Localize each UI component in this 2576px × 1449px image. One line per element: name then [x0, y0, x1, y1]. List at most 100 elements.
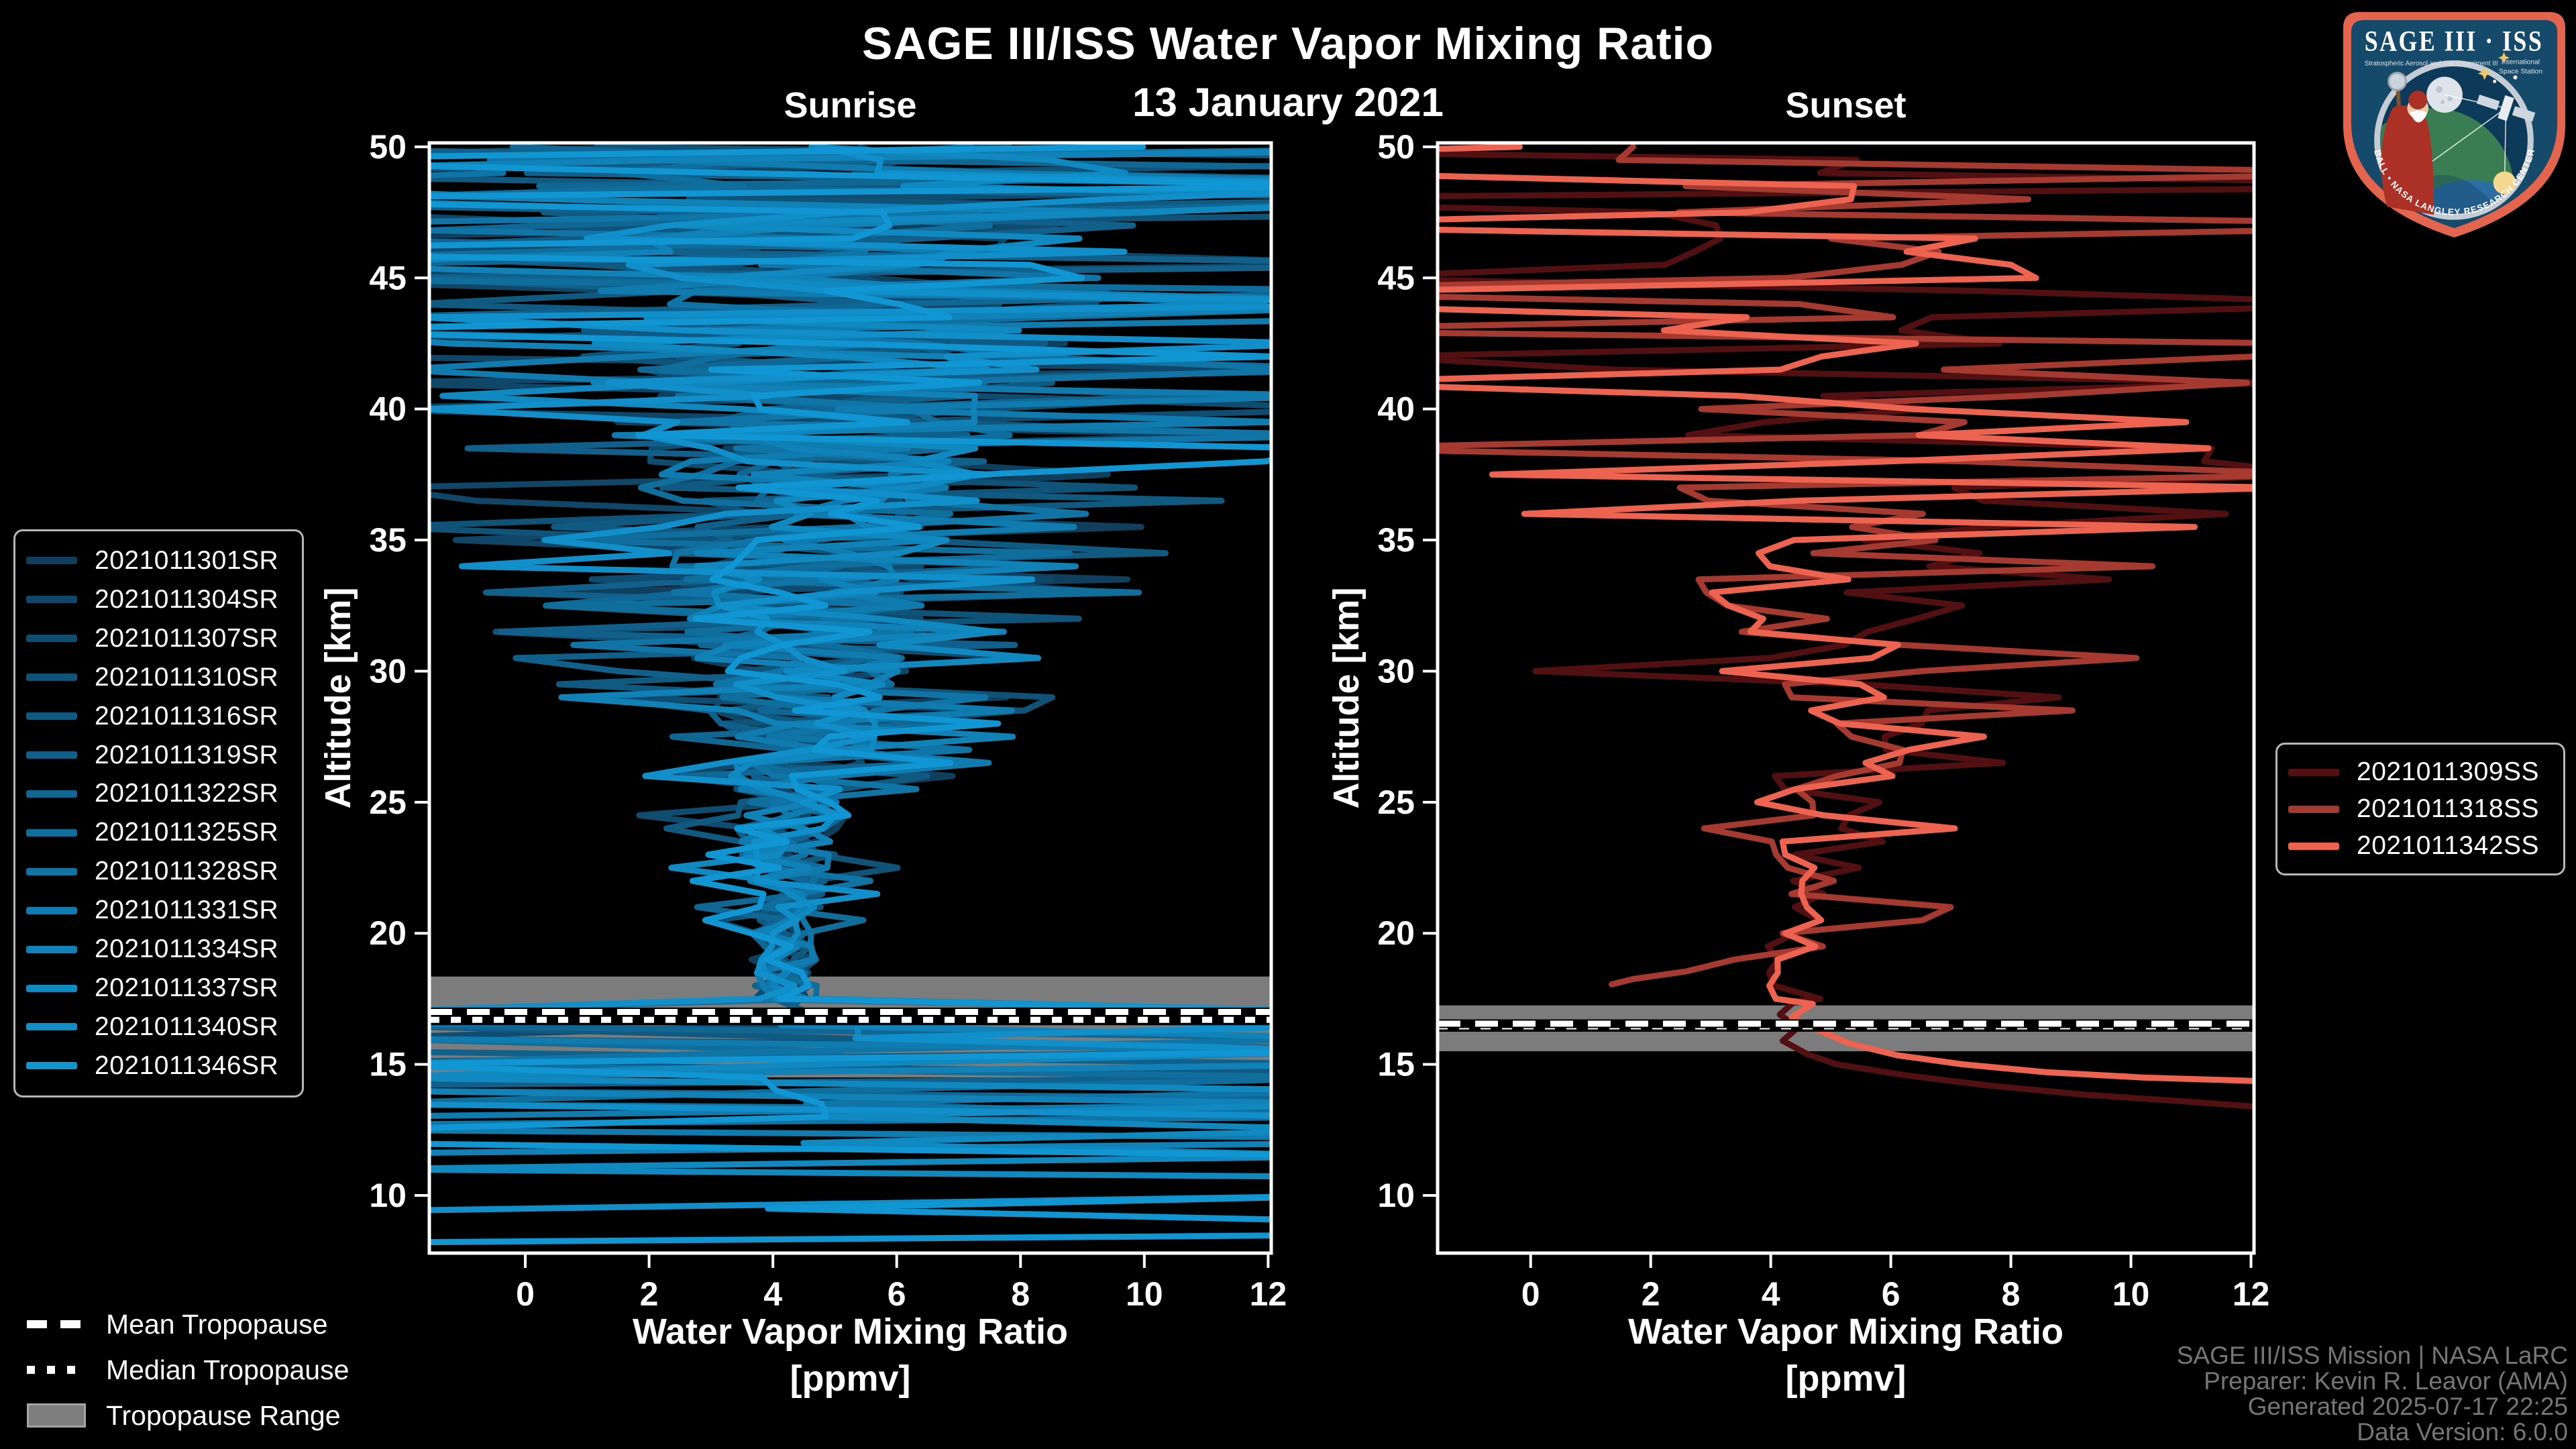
- moon-crater: [2440, 100, 2445, 105]
- legend-item: 2021011331SR: [26, 896, 295, 925]
- legend-line-swatch: [26, 906, 77, 914]
- legend-item: 2021011301SR: [26, 546, 295, 576]
- y-tick-label: 15: [1377, 1046, 1415, 1083]
- x-tick-label: 12: [2233, 1275, 2270, 1313]
- date-label: 13 January 2021: [1132, 80, 1444, 125]
- x-tick-label: 4: [763, 1275, 782, 1313]
- moon-crater: [2447, 96, 2453, 102]
- y-tick-label: 30: [1377, 652, 1415, 690]
- mean-tropopause-line-swatch: [27, 1320, 86, 1328]
- y-tick-label: 45: [1377, 259, 1415, 297]
- legend-item: 2021011304SR: [26, 585, 295, 614]
- legend-line-swatch: [26, 984, 77, 992]
- y-tick-label: 50: [369, 128, 407, 166]
- legend-item: 2021011325SR: [26, 818, 295, 847]
- legend-line-swatch: [26, 712, 77, 720]
- stars: [2477, 52, 2518, 83]
- x-tick-label: 8: [2002, 1275, 2021, 1313]
- logo-title: SAGE III · ISS: [2365, 25, 2543, 58]
- legend-item: 2021011319SR: [26, 741, 295, 770]
- legend-line-swatch: [26, 557, 77, 565]
- tropopause-legend-item-median: Median Tropopause: [27, 1354, 350, 1385]
- legend-label: 2021011322SR: [95, 779, 279, 808]
- legend-label: 2021011310SR: [95, 662, 279, 692]
- legend-item: 2021011337SR: [26, 973, 295, 1003]
- mean-tropopause-label: Mean Tropopause: [106, 1308, 328, 1340]
- x-tick-label: 2: [1642, 1275, 1660, 1313]
- median-tropopause-line-swatch: [27, 1366, 86, 1374]
- legend-line-swatch: [2288, 842, 2339, 850]
- y-tick-label: 40: [1377, 390, 1415, 428]
- x-tick-label: 0: [1521, 1275, 1540, 1313]
- footer-line-generated: Generated 2025-07-17 22:25: [2247, 1393, 2568, 1420]
- x-tick-label: 0: [516, 1275, 535, 1313]
- x-axis-units: [ppmv]: [790, 1358, 911, 1399]
- legend-line-swatch: [26, 635, 77, 643]
- legend-item: 2021011342SS: [2288, 831, 2557, 861]
- y-tick-label: 25: [1377, 784, 1415, 821]
- profile-2021011346SR: [429, 144, 1271, 1246]
- footer-line-version: Data Version: 6.0.0: [2357, 1418, 2568, 1446]
- footer-credits: SAGE III/ISS Mission | NASA LaRC Prepare…: [2177, 1343, 2568, 1445]
- y-axis-title: Altitude [km]: [1326, 588, 1366, 809]
- x-tick-label: 6: [1882, 1275, 1900, 1313]
- page-title: SAGE III/ISS Water Vapor Mixing Ratio: [861, 18, 1715, 69]
- legend-label: 2021011301SR: [95, 545, 279, 575]
- sunset-profiles: [1438, 144, 2254, 1110]
- legend-item: 2021011334SR: [26, 934, 295, 964]
- y-tick-label: 45: [369, 259, 407, 297]
- legend-line-swatch: [2288, 805, 2339, 813]
- x-tick-label: 12: [1250, 1275, 1287, 1313]
- legend-label: 2021011309SS: [2357, 757, 2540, 786]
- median-tropopause-label: Median Tropopause: [106, 1354, 350, 1385]
- legend-item: 2021011340SR: [26, 1012, 295, 1042]
- y-tick-label: 40: [369, 390, 407, 428]
- legend-label: 2021011328SR: [95, 857, 279, 886]
- legend-label: 2021011331SR: [95, 896, 279, 925]
- x-tick-label: 10: [2112, 1275, 2150, 1313]
- moon-icon: [2426, 76, 2463, 113]
- footer-line-preparer: Preparer: Kevin R. Leavor (AMA): [2204, 1367, 2568, 1395]
- y-tick-label: 20: [1377, 914, 1415, 952]
- y-tick-label: 20: [369, 914, 407, 952]
- y-tick-label: 35: [1377, 521, 1415, 559]
- panel-sunset: 0 2 4 6 8 10 12 10 15 20 25 30 35 40 45 50 Water Vapor M…: [1326, 128, 2270, 1399]
- legend-line-swatch: [26, 945, 77, 953]
- legend-label: 2021011318SS: [2357, 794, 2540, 823]
- footer-line-mission: SAGE III/ISS Mission | NASA LaRC: [2176, 1342, 2568, 1369]
- plot-frame: [427, 141, 1273, 1255]
- sunset-legend: 2021011309SS 2021011318SS 2021011342SS: [2275, 743, 2565, 875]
- profile-2021011309SS: [1438, 151, 2254, 1110]
- profile-2021011318SS: [1438, 144, 2254, 987]
- legend-line-swatch: [26, 596, 77, 604]
- legend-line-swatch: [26, 751, 77, 759]
- panel-title-sunset: Sunset: [1785, 85, 1907, 125]
- legend-item: 2021011316SR: [26, 702, 295, 731]
- x-tick-label: 2: [640, 1275, 659, 1313]
- legend-item: 2021011322SR: [26, 779, 295, 808]
- iss-icon: [2476, 95, 2536, 122]
- tropopause-range-swatch: [27, 1403, 86, 1428]
- sunrise-profiles: [429, 144, 1271, 1246]
- legend-label: 2021011304SR: [95, 584, 279, 614]
- legend-label: 2021011346SR: [95, 1051, 279, 1080]
- tropopause-legend: Mean Tropopause Median Tropopause Tropop…: [27, 1308, 350, 1431]
- legend-line-swatch: [26, 828, 77, 837]
- y-tick-label: 15: [369, 1046, 407, 1083]
- legend-item: 2021011328SR: [26, 857, 295, 886]
- legend-item: 2021011309SS: [2288, 757, 2557, 787]
- legend-item: 2021011318SS: [2288, 794, 2557, 824]
- x-axis-title: Water Vapor Mixing Ratio: [1628, 1311, 2063, 1352]
- x-tick-label: 10: [1126, 1275, 1163, 1313]
- legend-line-swatch: [26, 674, 77, 682]
- legend-label: 2021011319SR: [95, 740, 279, 769]
- legend-label: 2021011340SR: [95, 1012, 279, 1041]
- tropopause-legend-item-range: Tropopause Range: [27, 1400, 349, 1431]
- legend-label: 2021011316SR: [95, 701, 279, 731]
- legend-line-swatch: [26, 1023, 77, 1031]
- y-tick-label: 30: [369, 652, 407, 690]
- tropopause-legend-item-mean: Mean Tropopause: [27, 1308, 349, 1340]
- earth-ocean: [2422, 180, 2518, 214]
- mission-logo: SAGE III · ISS Stratospheric Aerosol and…: [2339, 8, 2566, 238]
